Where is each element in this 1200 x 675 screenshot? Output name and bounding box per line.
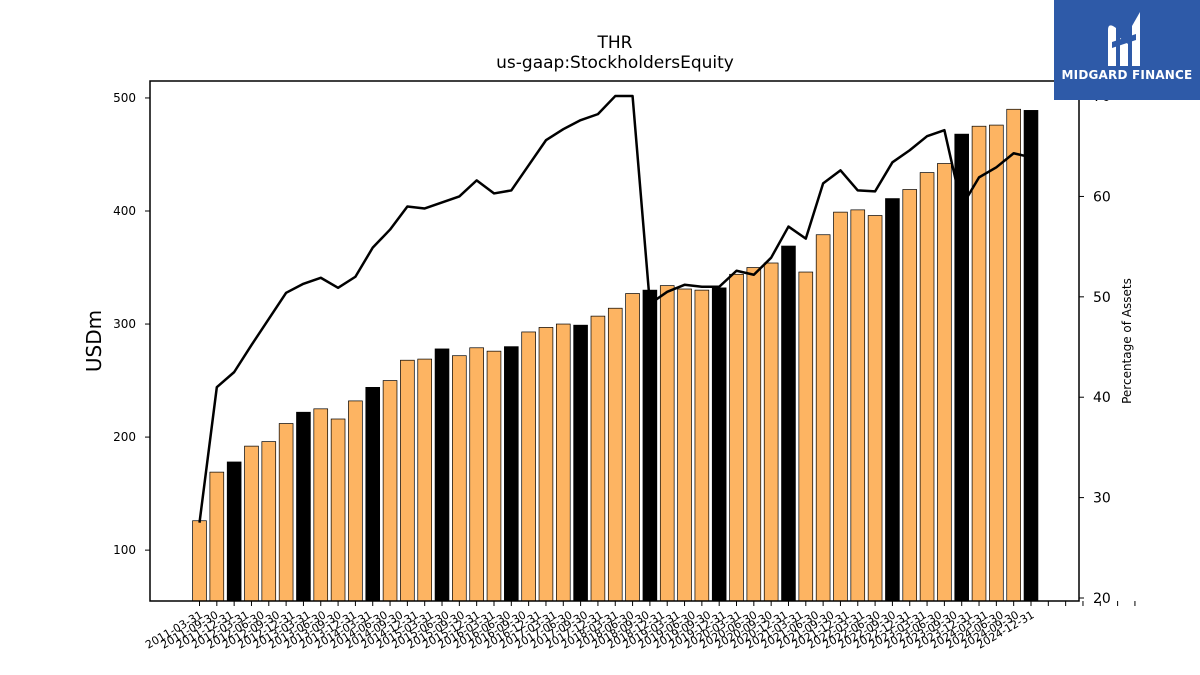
bar [365, 387, 381, 602]
bar [798, 271, 814, 602]
bar [521, 331, 536, 602]
bar [833, 211, 848, 602]
y2-tick-label: 30 [1093, 491, 1111, 507]
bar [313, 408, 329, 602]
bar [382, 380, 398, 602]
bar [469, 347, 484, 602]
bar [711, 287, 727, 602]
bar [504, 346, 519, 602]
y-tick-label: 100 [113, 543, 136, 557]
bar [555, 323, 571, 602]
bar [763, 262, 779, 602]
bar [937, 163, 952, 602]
bar [590, 315, 606, 602]
y-tick-label: 500 [113, 91, 136, 105]
bar [434, 348, 450, 602]
bar [296, 411, 311, 602]
y-tick-label: 300 [113, 317, 136, 331]
chart-title: THR [597, 33, 633, 53]
bar [607, 307, 623, 602]
brand-logo: MIDGARD FINANCE [1054, 0, 1200, 100]
bar [694, 289, 710, 602]
bar [1023, 110, 1039, 602]
logo-text: MIDGARD FINANCE [1061, 68, 1193, 82]
bar [971, 125, 987, 602]
bar [781, 245, 796, 602]
bar [850, 209, 866, 602]
bar [746, 267, 762, 602]
bar [538, 327, 554, 602]
bar [989, 124, 1004, 602]
bar [902, 189, 918, 602]
bar [192, 520, 207, 602]
bar [486, 350, 502, 602]
bar [659, 285, 675, 602]
bar [452, 355, 467, 602]
bar [1006, 108, 1021, 602]
y-tick-label: 400 [113, 204, 136, 218]
bar [625, 293, 640, 602]
bar [677, 288, 692, 602]
y-tick-label: 200 [113, 430, 136, 444]
bar [400, 359, 415, 602]
bar [209, 471, 225, 602]
x-axis: 2011-03-312011-09-302011-12-312012-03-31… [143, 601, 1136, 652]
bar [729, 273, 744, 602]
y2-tick-label: 50 [1093, 290, 1111, 306]
bar [226, 461, 242, 602]
bar-series [192, 108, 1039, 602]
bar [885, 198, 900, 602]
plot-frame [149, 80, 1080, 602]
bar [261, 441, 277, 602]
y2-axis-label: Percentage of Assets [1120, 278, 1134, 404]
bar [417, 358, 432, 602]
percentage-line [198, 94, 1032, 523]
bar [815, 234, 831, 602]
chart-subtitle: us-gaap:StockholdersEquity [496, 53, 734, 73]
bar [642, 289, 658, 602]
y-axis-right: 203040506070 [1079, 89, 1111, 607]
y2-tick-label: 60 [1093, 189, 1111, 205]
bar [573, 324, 588, 602]
bar [330, 418, 346, 602]
bar [919, 172, 935, 602]
bar [867, 215, 883, 602]
bar [244, 445, 259, 602]
bar [278, 423, 294, 602]
y2-tick-label: 40 [1093, 390, 1111, 406]
y-axis-left: 100 200 300 400 500 [113, 91, 150, 557]
y-axis-label: USDm [82, 310, 106, 372]
logo-mark-icon [1108, 12, 1140, 66]
bar [348, 400, 363, 602]
y2-tick-label: 20 [1093, 591, 1111, 607]
